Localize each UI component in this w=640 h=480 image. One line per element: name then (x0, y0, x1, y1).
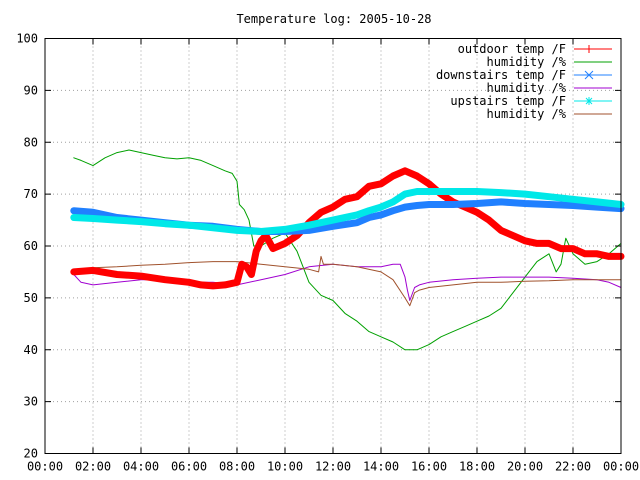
plot-area (70, 149, 625, 351)
legend-label: humidity /% (487, 55, 567, 69)
legend-label: upstairs temp /F (450, 94, 566, 108)
legend-label: humidity /% (487, 81, 567, 95)
y-tick-label: 90 (24, 83, 38, 97)
series-line-0 (70, 167, 625, 290)
y-tick-label: 50 (24, 291, 38, 305)
y-tick-label: 30 (24, 395, 38, 409)
series-line-3 (73, 263, 622, 301)
y-tick-label: 70 (24, 187, 38, 201)
legend-label: outdoor temp /F (458, 42, 566, 56)
x-tick-label: 06:00 (171, 460, 207, 474)
x-tick-label: 14:00 (363, 460, 399, 474)
x-tick-label: 12:00 (315, 460, 351, 474)
plus-marker-icon (585, 45, 593, 53)
series-line-5 (73, 255, 622, 307)
x-tick-label: 22:00 (555, 460, 591, 474)
y-tick-label: 100 (16, 32, 38, 46)
y-axis-ticks: 20 30 40 50 60 70 80 90 100 (16, 32, 621, 461)
x-tick-label: 02:00 (75, 460, 111, 474)
legend-label: humidity /% (487, 107, 567, 121)
legend-label: downstairs temp /F (436, 68, 566, 82)
chart-title: Temperature log: 2005-10-28 (236, 12, 431, 26)
series-line-1 (73, 149, 622, 351)
y-tick-label: 40 (24, 343, 38, 357)
x-tick-label: 00:00 (603, 460, 639, 474)
x-tick-label: 10:00 (267, 460, 303, 474)
x-tick-label: 16:00 (411, 460, 447, 474)
y-tick-label: 20 (24, 447, 38, 461)
star-marker-icon (585, 97, 593, 105)
x-tick-label: 00:00 (27, 460, 63, 474)
series-line-4 (70, 188, 625, 235)
y-tick-label: 60 (24, 239, 38, 253)
x-axis-ticks: 00:00 02:00 04:00 06:00 08:00 10:00 12:00 14:00… (27, 38, 639, 474)
y-tick-label: 80 (24, 135, 38, 149)
x-tick-label: 20:00 (507, 460, 543, 474)
gridlines (45, 38, 621, 454)
x-tick-label: 08:00 (219, 460, 255, 474)
cross-marker-icon (584, 70, 594, 80)
x-tick-label: 04:00 (123, 460, 159, 474)
x-tick-label: 18:00 (459, 460, 495, 474)
